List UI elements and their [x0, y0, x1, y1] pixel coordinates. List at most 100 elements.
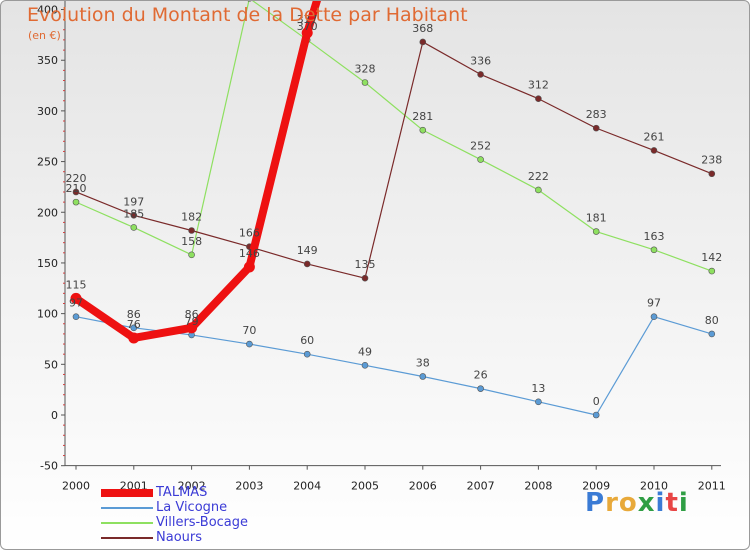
brand-logo: Proxiti [585, 488, 689, 518]
legend-item: Villers-Bocage [101, 515, 321, 530]
y-tick-label: 150 [37, 257, 58, 270]
data-label: 238 [701, 154, 722, 167]
y-tick-label: 0 [51, 409, 58, 422]
legend-item: TALMAS [101, 485, 321, 500]
data-label: 135 [355, 258, 376, 271]
y-tick-label: 100 [37, 308, 58, 321]
x-tick-label: 2010 [640, 480, 668, 493]
data-point [128, 332, 140, 344]
data-label: 86 [127, 308, 141, 321]
data-label: 281 [412, 110, 433, 123]
brand-letter: i [655, 488, 666, 518]
data-point [130, 224, 138, 231]
legend-item: Naours [101, 530, 321, 545]
data-label: 76 [127, 318, 141, 331]
data-label: 328 [355, 63, 376, 76]
data-label: 182 [181, 211, 202, 224]
data-point [246, 340, 253, 348]
data-point [419, 373, 427, 380]
data-label: 13 [531, 382, 545, 395]
data-point [477, 385, 484, 392]
y-tick-label: 200 [37, 206, 58, 219]
data-label: 142 [701, 251, 722, 264]
data-point [708, 330, 716, 338]
data-point [419, 38, 427, 46]
brand-letter: x [637, 488, 656, 518]
data-point [361, 274, 369, 282]
series-line-naours [75, 41, 713, 279]
data-point [592, 228, 600, 235]
data-point [188, 227, 195, 234]
data-label: 336 [470, 54, 491, 67]
data-point [592, 124, 600, 132]
legend-swatch [101, 522, 153, 524]
data-point [303, 350, 311, 358]
data-label: 38 [416, 356, 430, 369]
data-label: 370 [297, 20, 318, 33]
legend-label: La Vicogne [156, 500, 228, 515]
x-tick-label: 2011 [698, 480, 726, 493]
data-label: 222 [528, 170, 549, 183]
data-label: 185 [123, 207, 144, 220]
x-tick-label: 2000 [62, 480, 90, 493]
data-label: 210 [66, 182, 87, 195]
x-tick-label: 2004 [293, 480, 321, 493]
data-point [303, 260, 311, 268]
series-line-la-vicogne [75, 316, 713, 416]
data-label: 181 [586, 212, 607, 225]
data-label: 115 [66, 278, 87, 291]
data-label: 79 [185, 315, 199, 328]
data-point [419, 126, 427, 134]
data-point [592, 411, 600, 419]
data-label: 220 [66, 172, 87, 185]
data-point [708, 170, 716, 178]
series-line-villers-bocage [75, 1, 713, 272]
data-label: 368 [412, 22, 433, 35]
data-point [72, 188, 80, 196]
chart-legend: TALMAS La Vicogne Villers-Bocage Naours [101, 485, 321, 545]
data-point [72, 198, 80, 206]
data-point [70, 292, 82, 304]
legend-swatch [101, 489, 153, 497]
x-tick-label: 2007 [467, 480, 495, 493]
y-tick-label: 300 [37, 105, 58, 118]
data-label: 312 [528, 79, 549, 92]
y-tick-label: 50 [44, 358, 58, 371]
data-point [361, 79, 369, 86]
legend-swatch [101, 507, 153, 509]
chart-title: Evolution du Montant de la Dette par Hab… [27, 4, 468, 26]
legend-label: Villers-Bocage [156, 515, 249, 530]
data-point [708, 267, 716, 275]
data-point [188, 251, 195, 259]
legend-label: Naours [156, 530, 203, 545]
data-label: 97 [69, 297, 83, 310]
y-tick-label: 400 [37, 4, 58, 17]
x-tick-label: 2003 [235, 480, 263, 493]
data-label: 86 [185, 308, 199, 321]
y-tick-label: -50 [40, 460, 58, 473]
y-tick-label: 250 [37, 156, 58, 169]
brand-letter: t [665, 488, 679, 518]
data-point [650, 313, 658, 320]
data-label: 49 [358, 345, 372, 358]
brand-letter: P [585, 488, 606, 518]
x-tick-label: 2009 [582, 480, 610, 493]
data-point [535, 398, 542, 406]
data-point [361, 362, 369, 369]
data-label: 0 [593, 395, 600, 408]
x-tick-label: 2006 [409, 480, 437, 493]
x-tick-label: 2005 [351, 480, 379, 493]
brand-letter: o [618, 488, 638, 518]
data-point [477, 156, 484, 163]
x-tick-label: 2002 [178, 480, 206, 493]
data-point [186, 322, 198, 334]
series-line-talmas [72, 1, 321, 342]
chart-unit: (en €) [28, 29, 61, 42]
data-point [535, 186, 542, 194]
data-point [243, 261, 255, 273]
data-label: 158 [181, 235, 202, 248]
data-label: 377 [297, 13, 318, 26]
data-label: 166 [239, 227, 260, 240]
x-tick-label: 2008 [524, 480, 552, 493]
